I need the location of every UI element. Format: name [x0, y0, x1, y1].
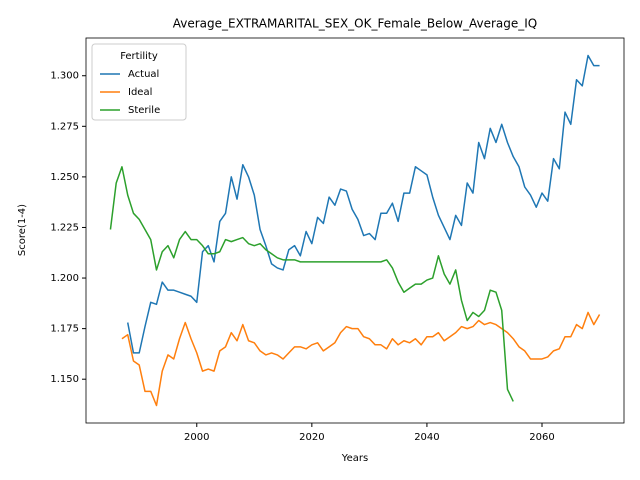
y-tick-label: 1.250 [50, 172, 79, 183]
legend-title: Fertility [120, 51, 158, 62]
x-tick-label: 2060 [529, 432, 554, 443]
chart-title: Average_EXTRAMARITAL_SEX_OK_Female_Below… [173, 17, 537, 31]
y-tick-label: 1.225 [50, 222, 79, 233]
legend-label: Ideal [128, 87, 152, 98]
x-axis-label: Years [341, 453, 368, 464]
line-series [126, 54, 600, 354]
y-tick-label: 1.150 [50, 374, 79, 385]
legend-label: Actual [128, 69, 159, 80]
x-tick-label: 2020 [299, 432, 324, 443]
y-tick-label: 1.200 [50, 273, 79, 284]
y-tick-label: 1.300 [50, 71, 79, 82]
y-axis-label: Score(1-4) [17, 204, 28, 256]
legend-box [91, 43, 187, 121]
x-tick-label: 2040 [414, 432, 439, 443]
plot-frame [85, 37, 625, 424]
line-series [109, 166, 514, 402]
x-tick-label: 2000 [184, 432, 209, 443]
legend-label: Sterile [128, 105, 160, 116]
y-tick-label: 1.275 [50, 121, 79, 132]
y-tick-label: 1.175 [50, 324, 79, 335]
line-series [121, 311, 601, 407]
